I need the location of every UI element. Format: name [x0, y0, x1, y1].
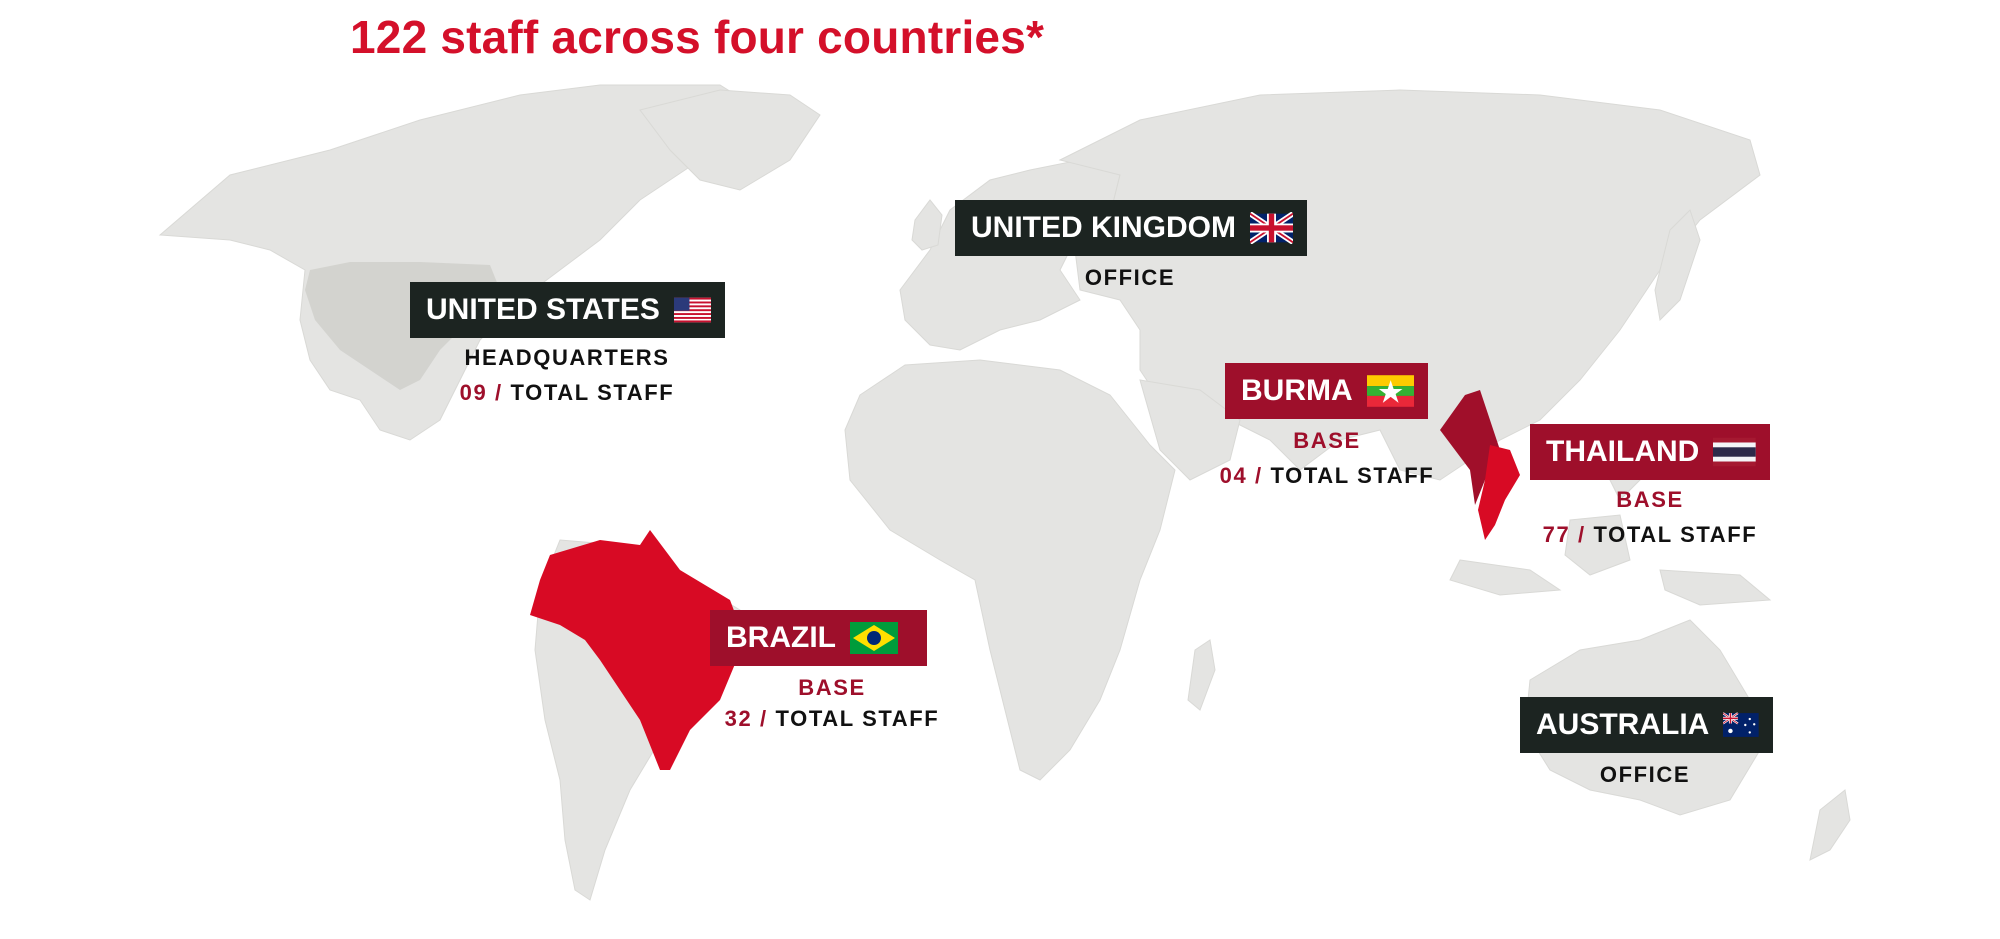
madagascar-landmass	[1187, 639, 1216, 711]
staff-count: 32	[724, 706, 753, 731]
page-title: 122 staff across four countries*	[350, 11, 1045, 63]
separator: /	[495, 380, 503, 405]
brazil-label: BRAZIL	[710, 610, 927, 666]
brazil-region	[530, 530, 745, 770]
burma-label: BURMA	[1225, 363, 1428, 419]
new-zealand-landmass	[1809, 789, 1851, 861]
country-name: UNITED STATES	[426, 293, 660, 326]
separator: /	[1255, 463, 1263, 488]
separator: /	[1578, 522, 1586, 547]
arabia-landmass	[1139, 379, 1241, 481]
brazil-staff: 32 / TOTAL STAFF	[725, 706, 940, 732]
staff-label: TOTAL STAFF	[1593, 522, 1758, 547]
staff-label: TOTAL STAFF	[1270, 463, 1435, 488]
country-name: BURMA	[1241, 374, 1353, 407]
country-name: UNITED KINGDOM	[971, 211, 1236, 244]
indonesia-landmass	[1449, 559, 1562, 596]
thailand-flag-icon	[1713, 437, 1756, 467]
burma-region	[1440, 390, 1500, 505]
thailand-region	[1478, 445, 1520, 540]
united-states-label: UNITED STATES	[410, 282, 725, 338]
australia-role: OFFICE	[1599, 762, 1691, 787]
staff-count: 09	[459, 380, 488, 405]
thailand-staff: 77 / TOTAL STAFF	[1543, 522, 1758, 548]
brazil-role: BASE	[798, 675, 866, 700]
separator: /	[760, 706, 768, 731]
uk-flag-icon	[1250, 212, 1293, 244]
staff-count: 77	[1542, 522, 1571, 547]
uk-landmass	[911, 199, 943, 251]
thailand-role: BASE	[1616, 487, 1684, 512]
country-name: THAILAND	[1546, 435, 1700, 468]
country-name: BRAZIL	[726, 621, 836, 654]
australia-flag-icon	[1723, 712, 1759, 737]
staff-count: 04	[1219, 463, 1248, 488]
country-name: AUSTRALIA	[1536, 708, 1710, 741]
burma-role: BASE	[1293, 428, 1361, 453]
new-guinea-landmass	[1659, 569, 1772, 606]
borneo-landmass	[1564, 514, 1631, 576]
brazil-flag-icon	[849, 622, 898, 654]
australia-label: AUSTRALIA	[1520, 697, 1773, 753]
burma-staff: 04 / TOTAL STAFF	[1220, 463, 1435, 489]
staff-label: TOTAL STAFF	[510, 380, 675, 405]
united-kingdom-role: OFFICE	[1084, 265, 1176, 290]
africa-landmass	[844, 359, 1176, 781]
united-states-staff: 09 / TOTAL STAFF	[460, 380, 675, 406]
us-flag-icon	[673, 297, 711, 323]
united-kingdom-label: UNITED KINGDOM	[955, 200, 1307, 256]
burma-flag-icon	[1366, 375, 1414, 407]
staff-label: TOTAL STAFF	[775, 706, 940, 731]
greenland-landmass	[639, 89, 821, 191]
thailand-label: THAILAND	[1530, 424, 1770, 480]
united-states-role: HEADQUARTERS	[464, 345, 670, 370]
japan-landmass	[1654, 209, 1701, 322]
